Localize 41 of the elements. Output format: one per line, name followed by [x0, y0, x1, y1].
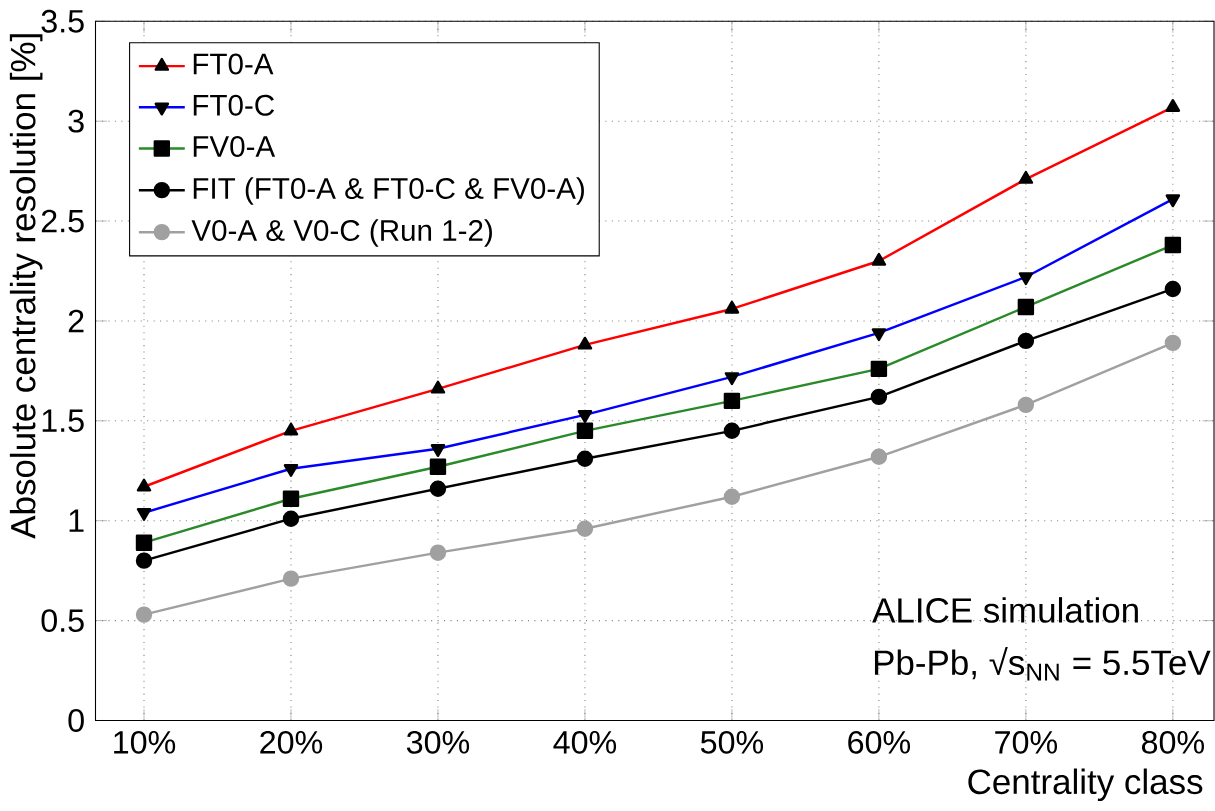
annotation: ALICE simulation: [872, 597, 1138, 623]
y-tick-label: 3: [68, 109, 84, 133]
legend-label: FT0-A: [193, 53, 274, 75]
point: [576, 450, 594, 467]
y-tick-label: 2.5: [41, 209, 84, 233]
legend-label: FIT (FT0-A & FT0-C & FV0-A): [193, 177, 584, 205]
y-tick-label: 3.5: [41, 9, 84, 33]
point: [135, 606, 153, 623]
legend-label: FT0-C: [193, 94, 275, 116]
y-axis-title: Absolute centrality resolution [%]: [9, 34, 43, 539]
x-axis-title: Centrality class: [968, 768, 1203, 802]
point: [1017, 396, 1035, 414]
annotation: Pb-Pb, √s$_{NN}$ = 5.5TeV: [874, 647, 1211, 681]
point: [1164, 280, 1182, 298]
y-tick-label: 0.5: [41, 609, 84, 633]
x-tick-label: 60%: [848, 730, 911, 754]
x-tick-label: 40%: [553, 730, 617, 754]
x-tick-label: 30%: [406, 730, 470, 754]
point: [870, 448, 888, 465]
point: [1164, 334, 1182, 352]
x-tick-label: 10%: [114, 730, 176, 754]
point: [870, 388, 888, 406]
y-tick-label: 2: [68, 309, 84, 333]
point: [576, 520, 594, 537]
y-tick-label: 0: [68, 709, 84, 732]
x-tick-label: 80%: [1141, 730, 1204, 754]
x-tick-label: 20%: [260, 730, 323, 754]
point: [1017, 332, 1035, 350]
legend-label: V0-A & V0-C (Run 1-2): [191, 219, 492, 247]
point: [429, 480, 447, 497]
x-tick-label: 70%: [995, 730, 1058, 754]
point: [723, 488, 741, 505]
point: [282, 510, 300, 527]
point: [282, 570, 300, 587]
point: [723, 422, 741, 440]
legend-label: FV0-A: [193, 136, 276, 157]
point: [135, 552, 153, 569]
x-tick-label: 50%: [700, 730, 764, 754]
point: [429, 544, 447, 561]
y-tick-label: 1: [69, 509, 84, 532]
y-tick-label: 1.5: [42, 409, 84, 433]
